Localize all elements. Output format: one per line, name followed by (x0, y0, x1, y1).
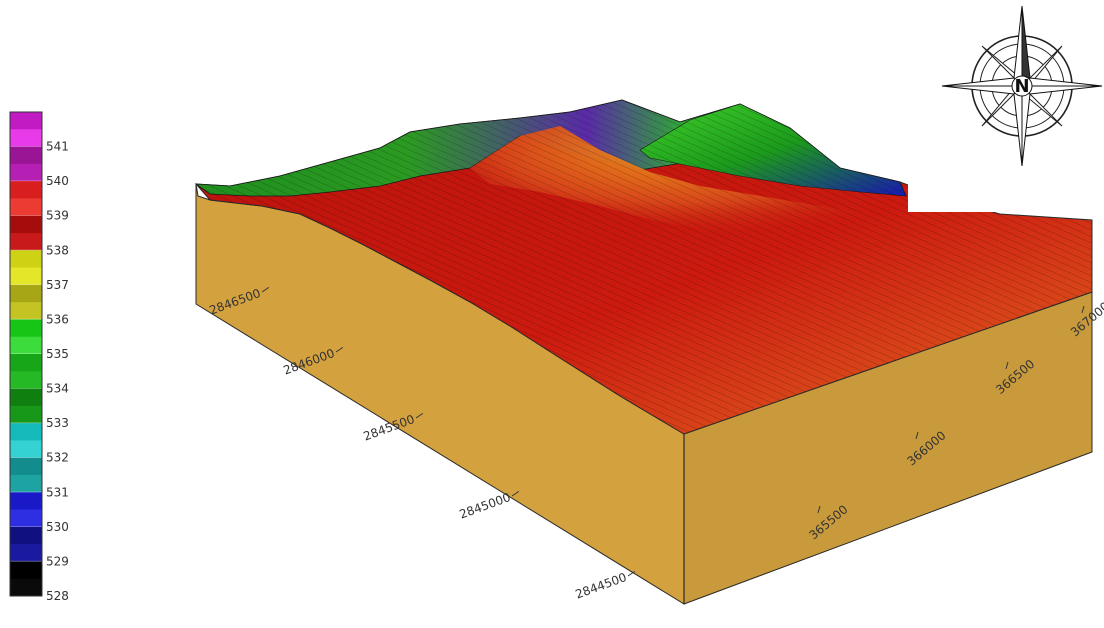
compass-rose-icon: N (941, 5, 1103, 167)
legend-tick-label: 539 (46, 209, 69, 223)
legend-swatch (10, 544, 42, 562)
legend-swatch (10, 112, 42, 130)
terrain-block (194, 99, 1104, 605)
legend-swatch (10, 354, 42, 372)
legend-tick-label: 535 (46, 347, 69, 361)
legend-swatch (10, 129, 42, 148)
legend-bands (9, 111, 46, 597)
legend-swatch (10, 336, 42, 355)
legend-tick-label: 538 (46, 243, 69, 257)
legend-tick-label: 537 (46, 278, 69, 292)
legend-swatch (10, 388, 42, 407)
legend-swatch (10, 371, 42, 390)
legend-swatch (10, 198, 42, 217)
legend-swatch (10, 267, 42, 286)
legend-tick-label: 540 (46, 174, 69, 188)
legend-swatch (10, 405, 42, 424)
legend-swatch (10, 475, 42, 493)
legend-tick-label: 530 (46, 520, 69, 534)
legend-swatch (10, 457, 42, 476)
legend-swatch (10, 526, 42, 545)
legend-tick-label: 529 (46, 554, 69, 568)
legend-swatch (10, 492, 42, 511)
legend-swatch (10, 561, 42, 580)
color-legend: 541 540 539 538 537 536 535 534 533 532 531 530 529 5… (9, 111, 69, 603)
northing-tick-label: 2845000 (457, 490, 512, 521)
legend-swatch (10, 181, 42, 199)
legend-tick-label: 533 (46, 416, 69, 430)
legend-swatch (10, 578, 42, 597)
legend-swatch (10, 233, 42, 251)
legend-tick-label: 532 (46, 451, 69, 465)
legend-swatch (10, 163, 42, 182)
north-letter: N (1014, 76, 1029, 97)
legend-tick-label: 541 (46, 140, 69, 154)
legend-swatch (10, 509, 42, 528)
occlusion-box (908, 166, 1104, 212)
legend-tick-label: 536 (46, 312, 69, 326)
northing-tick: 2844500 (573, 570, 636, 602)
legend-tick-label: 531 (46, 485, 69, 499)
legend-frame (9, 111, 43, 597)
legend-swatch (10, 440, 42, 459)
legend-tick-label: 528 (46, 589, 69, 603)
legend-swatch (10, 423, 42, 441)
legend-labels: 541 540 539 538 537 536 535 534 533 532 531 530 529 5… (46, 140, 69, 603)
legend-swatch (10, 250, 42, 269)
legend-swatch (10, 146, 42, 165)
legend-swatch (10, 319, 42, 338)
terrain-contours (196, 100, 1092, 434)
legend-tick-label: 534 (46, 382, 69, 396)
northing-tick-label: 2844500 (573, 570, 628, 601)
legend-swatch (10, 215, 42, 234)
legend-swatch (10, 302, 42, 320)
legend-swatch (10, 284, 42, 303)
